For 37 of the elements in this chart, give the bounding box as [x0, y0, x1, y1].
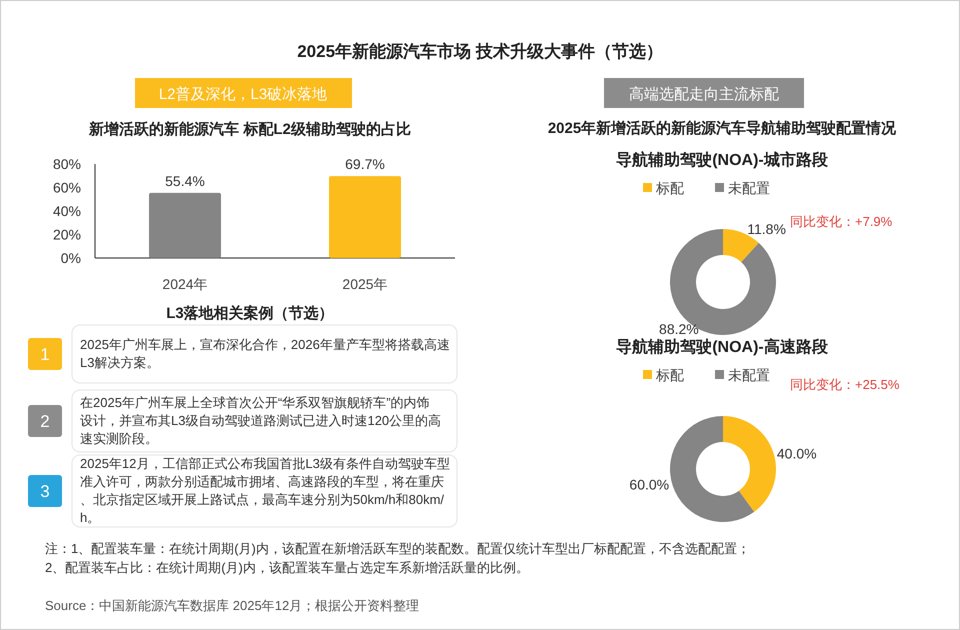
legend-label: 未配置: [728, 367, 770, 383]
legend-label: 未配置: [728, 180, 770, 196]
data-label: 40.0%: [776, 445, 817, 462]
donut-slice: [723, 416, 776, 512]
x-tick-label: 2025年: [342, 276, 388, 292]
data-label: 55.4%: [165, 172, 205, 189]
text: 高端选配走向主流标配: [629, 86, 779, 103]
y-tick-label: 40%: [52, 203, 81, 219]
legend-label: 标配: [655, 367, 684, 383]
y-tick-label: 20%: [52, 226, 81, 242]
chart-title: 导航辅助驾驶(NOA)-高速路段: [616, 337, 829, 356]
text: 注：1、配置装车量：在统计周期(月)内，该配置在新增活跃车型的装配数。配置仅统计车型出厂标配配置，不含选配配置；: [45, 541, 750, 556]
text: L2普及深化，L3破冰落地: [158, 86, 328, 103]
text: 3: [40, 482, 50, 501]
text: 2025年广州车展上，宣布深化合作，2026年量产车型将搭载高速L3解决方案。: [80, 337, 450, 370]
data-label: 60.0%: [629, 476, 670, 493]
data-label: 11.8%: [747, 221, 786, 237]
y-tick-label: 0%: [60, 250, 81, 266]
y-tick-label: 60%: [52, 180, 81, 196]
x-tick-label: 2024年: [162, 276, 208, 292]
legend-label: 标配: [655, 180, 684, 196]
chart-title: 新增活跃的新能源汽车 标配L2级辅助驾驶的占比: [88, 120, 411, 138]
text: 在2025年广州车展上全球首次公开“华系双智旗舰轿车”的内饰设计，并宣布其L3级自动驾驶道路测试已进入时速120公里的高速实测阶段。: [80, 395, 442, 446]
data-label: 88.2%: [659, 320, 699, 337]
chart-title: 导航辅助驾驶(NOA)-城市路段: [616, 151, 829, 169]
source-note: Source：中国新能源汽车数据库 2025年12月；根据公开资料整理: [45, 598, 420, 613]
y-tick-label: 80%: [52, 156, 81, 172]
data-label: 69.7%: [345, 156, 385, 172]
text: 同比变化：+25.5%: [790, 377, 900, 392]
text: 2: [40, 412, 50, 431]
text: 同比变化：+7.9%: [790, 214, 893, 229]
donut-slice: [670, 416, 754, 522]
text: 1: [40, 345, 50, 364]
text: L3落地相关案例（节选）: [166, 304, 334, 322]
text: 2025年新能源汽车市场 技术升级大事件（节选）: [297, 42, 663, 61]
text: 2、配置装车占比：在统计周期(月)内，该配置装车量占选定车系新增活跃量的比例。: [45, 560, 529, 575]
text: 2025年新增活跃的新能源汽车导航辅助驾驶配置情况: [548, 119, 898, 137]
